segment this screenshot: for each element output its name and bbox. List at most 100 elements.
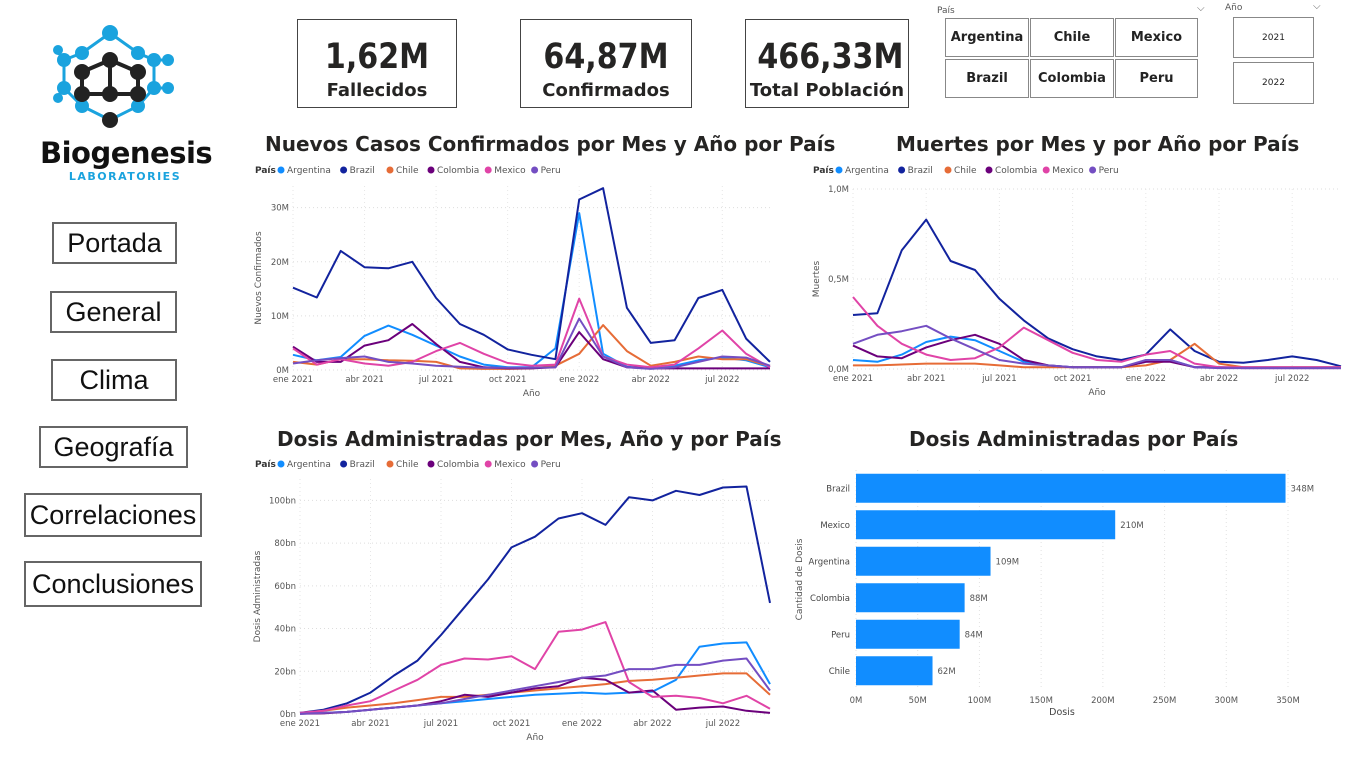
- y-axis-title: Cantidad de Dosis: [795, 538, 805, 620]
- bar-argentina: [856, 546, 991, 576]
- series-line-chile: [299, 672, 771, 715]
- kpi-value: 64,87M: [543, 37, 669, 77]
- anio-slicer-option[interactable]: 2022: [1233, 62, 1314, 104]
- legend-title: País: [255, 460, 276, 470]
- x-tick-label: abr 2021: [907, 374, 945, 384]
- x-tick-label: jul 2021: [418, 375, 453, 385]
- y-tick-label: 100bn: [269, 496, 296, 506]
- data-label: 84M: [965, 630, 983, 640]
- x-tick-label: 150M: [1029, 696, 1053, 706]
- nav-button-portada[interactable]: Portada: [52, 222, 177, 264]
- y-tick-label: 0,5M: [828, 275, 849, 285]
- y-tick-label: 20M: [271, 258, 289, 268]
- pais-slicer-option[interactable]: Argentina: [945, 18, 1029, 57]
- pais-slicer-option[interactable]: Brazil: [945, 59, 1029, 98]
- series-line-peru: [299, 657, 771, 715]
- legend-marker: [1089, 166, 1097, 174]
- legend-marker: [386, 166, 394, 174]
- molecule-logo-icon: [53, 25, 174, 128]
- x-tick-label: ene 2021: [833, 374, 873, 384]
- y-tick-label: 0bn: [280, 710, 296, 720]
- x-tick-label: jul 2022: [705, 719, 740, 729]
- bar-peru: [856, 619, 960, 649]
- y-axis-title: Nuevos Confirmados: [254, 231, 264, 325]
- line-chart-dosis-mes: País Argentina Brazil Chile Colombia Mexico Pe…: [253, 460, 771, 743]
- chevron-down-icon[interactable]: ⌵: [1313, 1, 1321, 12]
- chart-title-nuevos-casos: Nuevos Casos Confirmados por Mes y Año p…: [265, 132, 836, 156]
- series-line-mexico: [299, 621, 771, 714]
- pais-slicer-option[interactable]: Mexico: [1115, 18, 1198, 57]
- x-tick-label: abr 2021: [345, 375, 383, 385]
- anio-slicer-option[interactable]: 2021: [1233, 17, 1314, 58]
- legend-marker: [340, 460, 348, 468]
- chart-title-dosis-mes: Dosis Administradas por Mes, Año y por P…: [277, 427, 782, 451]
- x-tick-label: abr 2021: [351, 719, 389, 729]
- legend-marker: [835, 166, 843, 174]
- series-line-mexico: [292, 297, 771, 369]
- bar-mexico: [856, 510, 1116, 540]
- x-tick-label: jul 2021: [423, 719, 458, 729]
- legend-marker: [386, 460, 394, 468]
- logo-name: Biogenesis: [40, 136, 213, 170]
- data-label: 109M: [996, 557, 1020, 567]
- pais-slicer-option[interactable]: Colombia: [1030, 59, 1114, 98]
- x-axis-title: Año: [1088, 388, 1106, 398]
- legend-label: Chile: [396, 166, 419, 176]
- x-tick-label: ene 2021: [280, 719, 320, 729]
- series-line-peru: [852, 324, 1341, 370]
- pais-slicer-option[interactable]: Chile: [1030, 18, 1114, 57]
- chart-title-muertes: Muertes por Mes y por Año por País: [896, 132, 1300, 156]
- series-line-peru: [292, 317, 771, 370]
- company-logo: Biogenesis LABORATORIES: [40, 20, 213, 190]
- pais-slicer-option[interactable]: Peru: [1115, 59, 1198, 98]
- anio-slicer-title: Año: [1225, 3, 1243, 13]
- y-tick-label: 0M: [276, 366, 289, 376]
- kpi-card-fallecidos: 1,62M Fallecidos: [297, 19, 457, 108]
- nav-button-correlaciones[interactable]: Correlaciones: [24, 493, 202, 537]
- series-line-brazil: [299, 485, 771, 714]
- x-tick-label: abr 2022: [632, 375, 670, 385]
- legend-marker: [340, 166, 348, 174]
- legend-marker: [427, 460, 435, 468]
- legend-label: Argentina: [287, 166, 331, 176]
- x-tick-label: jul 2022: [704, 375, 739, 385]
- legend-marker: [1042, 166, 1050, 174]
- series-line-brazil: [852, 218, 1342, 368]
- legend-label: Chile: [954, 166, 977, 176]
- y-tick-label: 20bn: [274, 667, 296, 677]
- legend-title: País: [813, 166, 834, 176]
- x-tick-label: ene 2022: [562, 719, 602, 729]
- nav-button-geografia[interactable]: Geografía: [39, 426, 188, 468]
- legend-label: Brazil: [908, 166, 933, 176]
- legend-label: Argentina: [287, 460, 331, 470]
- x-axis-title: Año: [523, 389, 541, 399]
- chevron-down-icon[interactable]: ⌵: [1197, 3, 1205, 14]
- legend-label: Chile: [396, 460, 419, 470]
- x-tick-label: oct 2021: [493, 719, 531, 729]
- x-tick-label: abr 2022: [633, 719, 671, 729]
- x-tick-label: ene 2021: [273, 375, 313, 385]
- data-label: 348M: [1291, 484, 1315, 494]
- legend-label: Colombia: [437, 166, 479, 176]
- y-tick-label: 1,0M: [828, 185, 849, 195]
- series-line-brazil: [292, 187, 771, 363]
- category-label: Argentina: [809, 557, 850, 567]
- chart-title-dosis-pais: Dosis Administradas por País: [909, 427, 1239, 451]
- nav-button-conclusiones[interactable]: Conclusiones: [24, 561, 202, 607]
- bar-chart-dosis-pais: 0M 50M 100M 150M 200M 250M 300M 350M Dosis Cantid…: [795, 470, 1315, 718]
- y-tick-label: 40bn: [274, 625, 296, 635]
- legend-marker: [985, 166, 993, 174]
- pais-slicer-title: País: [937, 6, 955, 16]
- bar-brazil: [856, 473, 1286, 503]
- nav-button-general[interactable]: General: [50, 291, 177, 333]
- kpi-label: Fallecidos: [326, 80, 428, 101]
- nav-button-clima[interactable]: Clima: [51, 359, 177, 401]
- kpi-card-total-poblacion: 466,33M Total Población: [745, 19, 909, 108]
- x-tick-label: 350M: [1276, 696, 1300, 706]
- legend-marker: [531, 166, 539, 174]
- bar-chile: [856, 656, 933, 686]
- x-tick-label: 200M: [1091, 696, 1115, 706]
- legend-marker: [484, 166, 492, 174]
- y-tick-label: 30M: [271, 204, 289, 214]
